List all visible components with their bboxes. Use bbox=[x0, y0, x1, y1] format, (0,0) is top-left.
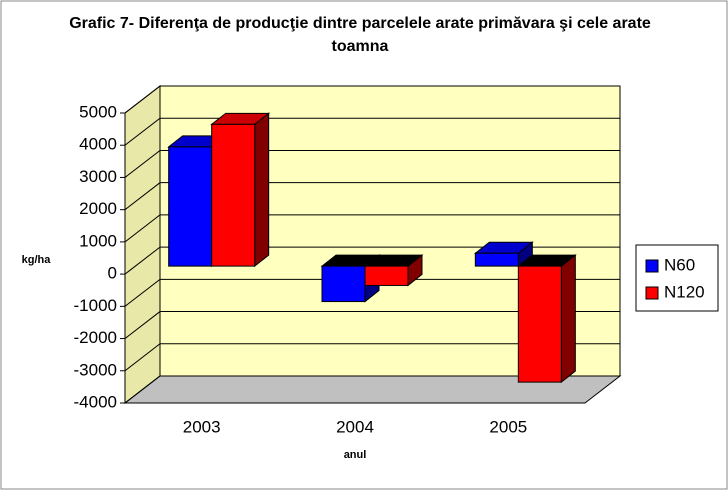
y-tick-label: 0 bbox=[108, 264, 117, 283]
bar bbox=[168, 146, 213, 267]
legend-swatch bbox=[645, 259, 659, 273]
bar bbox=[321, 265, 366, 303]
bar-side bbox=[560, 254, 576, 384]
y-tick-label: 5000 bbox=[79, 102, 117, 121]
y-tick-label: -1000 bbox=[74, 296, 117, 315]
grid-line bbox=[124, 278, 620, 307]
bar-side bbox=[254, 112, 270, 268]
y-tick-label: -2000 bbox=[74, 328, 117, 347]
grid-line bbox=[124, 214, 620, 243]
y-tick-label: -3000 bbox=[74, 360, 117, 379]
grid-line bbox=[124, 311, 620, 339]
legend-swatch bbox=[645, 286, 659, 300]
y-tick-label: 4000 bbox=[79, 135, 117, 154]
bar bbox=[211, 123, 256, 267]
grid-line bbox=[124, 149, 620, 178]
legend-label: N120 bbox=[664, 282, 705, 301]
x-tick-label: 2005 bbox=[489, 417, 527, 436]
x-tick-label: 2004 bbox=[336, 417, 374, 436]
grid-line bbox=[124, 117, 620, 146]
grid-line bbox=[124, 85, 620, 114]
legend-label: N60 bbox=[664, 255, 695, 274]
x-axis-label: anul bbox=[344, 449, 367, 461]
y-tick-label: 1000 bbox=[79, 231, 117, 250]
x-tick-label: 2003 bbox=[183, 417, 221, 436]
chart-title: Grafic 7- Diferenţa de producţie dintre … bbox=[69, 15, 651, 55]
grid-line bbox=[124, 246, 620, 275]
side-wall bbox=[124, 84, 161, 405]
bar bbox=[364, 265, 409, 286]
grid-line bbox=[124, 375, 620, 404]
grid-line bbox=[124, 182, 620, 211]
bar bbox=[474, 252, 519, 267]
y-tick-label: 3000 bbox=[79, 167, 117, 186]
y-tick-label: -4000 bbox=[74, 392, 117, 411]
legend-box bbox=[635, 244, 719, 312]
grid-line bbox=[124, 343, 620, 372]
y-tick-label: 2000 bbox=[79, 199, 117, 218]
y-axis-label: kg/ha bbox=[22, 254, 52, 266]
bar bbox=[517, 265, 562, 383]
